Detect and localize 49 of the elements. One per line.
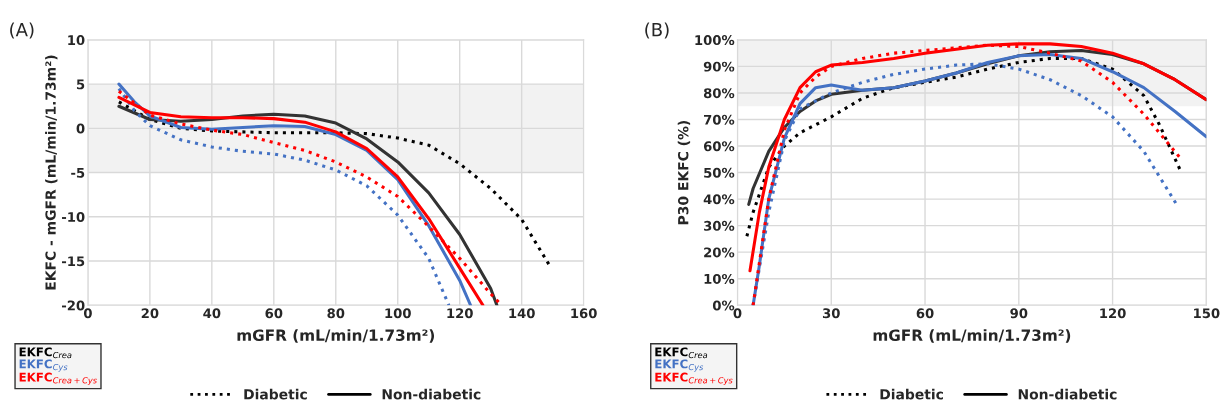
y-tick-label: 90% xyxy=(703,61,735,72)
x-tick-label: 140 xyxy=(509,308,535,319)
y-tick-label: -5 xyxy=(71,167,85,178)
y-tick-label: 10% xyxy=(704,273,735,284)
x-tick-label: 80 xyxy=(327,308,345,319)
x-tick-label: 30 xyxy=(822,308,840,319)
x-tick-label: 60 xyxy=(916,308,934,319)
text: EKFC$_{Crea+Cys}$ xyxy=(19,372,97,386)
x-axis-title: mGFR (mL/min/1.73m²) xyxy=(237,329,435,343)
y-tick-label: 0 xyxy=(76,123,85,134)
text: EKFC$_{Crea+Cys}$ xyxy=(655,372,733,386)
chart-title: (A) xyxy=(10,22,34,39)
y-axis-title: P30 EKFC (%) xyxy=(677,120,691,225)
text: EKFC$_{Cys}$ xyxy=(19,359,68,372)
x-tick-label: 0 xyxy=(83,308,92,319)
y-tick-label: 5 xyxy=(76,79,85,90)
text: EKFC$_{Crea}$ xyxy=(19,347,72,359)
y-tick-label: 100% xyxy=(695,35,735,46)
x-tick-label: 90 xyxy=(1010,308,1028,319)
y-tick-label: 50% xyxy=(704,167,735,178)
y-tick-label: 20% xyxy=(704,247,735,258)
y-tick-label: 60% xyxy=(703,141,735,152)
x-tick-label: 120 xyxy=(447,308,473,319)
y-axis-title: EKFC - mGFR (mL/min/1.73m²) xyxy=(45,55,58,290)
x-tick-label: 0 xyxy=(733,308,742,319)
text: Diabetic xyxy=(880,388,943,400)
y-tick-label: 80% xyxy=(703,88,735,99)
y-tick-label: 0% xyxy=(712,300,735,311)
x-axis-title: mGFR (mL/min/1.73m²) xyxy=(873,329,1071,343)
x-tick-label: 60 xyxy=(265,308,283,319)
text: Non-diabetic xyxy=(1018,388,1117,400)
y-tick-label: 30% xyxy=(704,220,735,231)
text: Diabetic xyxy=(244,388,307,400)
y-tick-label: 70% xyxy=(704,114,735,125)
x-tick-label: 100 xyxy=(385,308,411,319)
text: Non-diabetic xyxy=(382,388,481,400)
y-tick-label: -20 xyxy=(62,300,85,311)
x-tick-label: 150 xyxy=(1194,308,1220,319)
text: EKFC$_{Cys}$ xyxy=(655,359,704,372)
x-tick-label: 160 xyxy=(571,308,597,319)
y-tick-label: 10 xyxy=(68,35,85,46)
y-tick-label: -15 xyxy=(62,256,85,267)
chart-title: (B) xyxy=(645,22,669,39)
x-tick-label: 40 xyxy=(203,308,221,319)
x-tick-label: 120 xyxy=(1100,308,1126,319)
y-tick-label: 40% xyxy=(703,194,735,205)
y-tick-label: -10 xyxy=(62,212,85,222)
x-tick-label: 20 xyxy=(141,308,159,319)
text: EKFC$_{Crea}$ xyxy=(655,347,708,359)
